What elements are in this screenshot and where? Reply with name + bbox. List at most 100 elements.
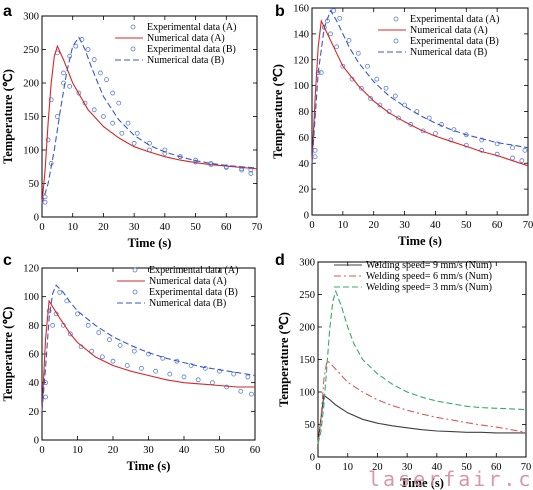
data-point xyxy=(510,155,515,161)
data-point xyxy=(365,63,370,69)
watermark-text: laserfair.com xyxy=(368,467,533,490)
x-tick-label: 0 xyxy=(39,445,44,456)
y-axis-label: Temperature (℃) xyxy=(1,307,15,402)
series-line xyxy=(311,18,529,167)
x-tick-label: 30 xyxy=(402,462,413,473)
data-point xyxy=(45,137,51,143)
y-axis-label: Temperature (℃) xyxy=(271,64,285,159)
data-point xyxy=(312,154,318,160)
legend-label: Numerical data (B) xyxy=(147,55,224,66)
x-tick-label: 20 xyxy=(368,220,379,231)
data-point xyxy=(193,157,198,163)
data-point xyxy=(91,57,97,62)
data-point xyxy=(209,380,215,386)
data-point xyxy=(358,85,364,91)
series-line xyxy=(317,289,527,445)
x-tick-label: 70 xyxy=(521,462,532,473)
x-tick-label: 50 xyxy=(214,445,225,456)
data-point xyxy=(451,127,457,133)
data-point xyxy=(43,394,48,400)
series-line xyxy=(317,359,527,445)
data-point xyxy=(146,351,151,357)
data-point xyxy=(346,37,352,43)
panel-d: 0 10 20 30 40 50 60 70 0 50 100 150 200 250 300 Time (s… xyxy=(275,252,531,490)
y-tick-label: 300 xyxy=(23,12,39,23)
series-line xyxy=(41,299,255,412)
y-tick-label: 150 xyxy=(299,355,315,366)
panel-letter: a xyxy=(3,3,12,20)
y-tick-label: 40 xyxy=(299,159,310,170)
data-point xyxy=(239,167,245,173)
data-point xyxy=(160,355,166,361)
data-point xyxy=(89,348,95,354)
data-point xyxy=(73,43,79,49)
data-point xyxy=(134,130,140,136)
data-point xyxy=(328,31,333,37)
data-point xyxy=(162,150,168,156)
legend-label: Numerical data (B) xyxy=(149,298,226,309)
data-point xyxy=(68,331,73,337)
y-tick-label: 60 xyxy=(29,350,40,361)
legend-marker xyxy=(132,289,138,295)
y-tick-label: 0 xyxy=(34,213,39,224)
x-tick-label: 60 xyxy=(221,222,232,233)
data-point xyxy=(426,115,432,121)
data-point xyxy=(75,311,80,317)
data-point xyxy=(248,171,254,176)
x-tick-label: 50 xyxy=(461,220,472,231)
data-point xyxy=(510,145,515,151)
legend-label: Numerical data (A) xyxy=(410,25,488,36)
x-tick-label: 0 xyxy=(39,222,44,233)
y-axis-label: Temperature (℃) xyxy=(277,312,291,407)
x-axis-label: Time (s) xyxy=(128,236,172,250)
legend-label: Experimental data (A) xyxy=(147,22,236,33)
series-line xyxy=(311,9,529,164)
data-point xyxy=(42,199,48,205)
data-point xyxy=(107,337,112,343)
legend-label: Experimental data (B) xyxy=(410,36,499,47)
data-point xyxy=(519,158,525,164)
legend-label: Numerical data (A) xyxy=(149,276,227,287)
y-tick-label: 100 xyxy=(23,292,39,303)
y-axis-label: Temperature (℃) xyxy=(1,69,15,164)
data-point xyxy=(116,100,122,106)
y-tick-label: 120 xyxy=(293,55,309,66)
data-point xyxy=(522,147,528,153)
x-tick-label: 10 xyxy=(342,462,353,473)
data-point xyxy=(101,114,106,119)
panel-letter: c xyxy=(3,252,12,269)
legend-marker xyxy=(393,16,399,22)
y-tick-label: 20 xyxy=(29,407,40,418)
y-tick-label: 60 xyxy=(299,133,310,144)
x-tick-label: 50 xyxy=(461,462,472,473)
data-point xyxy=(368,96,374,101)
legend-label: Experimental data (B) xyxy=(147,44,236,55)
x-tick-label: 30 xyxy=(143,445,154,456)
x-tick-label: 20 xyxy=(98,222,109,233)
x-tick-label: 20 xyxy=(372,462,383,473)
data-point xyxy=(463,142,469,148)
x-tick-label: 10 xyxy=(72,445,83,456)
data-point xyxy=(479,137,485,143)
x-tick-label: 20 xyxy=(108,445,119,456)
data-point xyxy=(312,147,318,153)
legend-marker xyxy=(393,38,399,44)
x-tick-label: 40 xyxy=(432,462,443,473)
data-point xyxy=(224,384,230,390)
data-point xyxy=(99,354,105,360)
data-point xyxy=(50,322,56,328)
data-point xyxy=(131,140,137,146)
x-axis-label: Time (s) xyxy=(127,459,171,473)
y-tick-label: 100 xyxy=(293,81,309,92)
data-point xyxy=(321,25,327,30)
data-point xyxy=(76,90,82,96)
data-point xyxy=(331,8,337,13)
x-tick-label: 10 xyxy=(338,220,349,231)
data-point xyxy=(46,308,52,314)
data-point xyxy=(117,342,123,348)
legend-label: Welding speed= 3 mm/s (Num) xyxy=(366,282,492,293)
x-tick-label: 50 xyxy=(190,222,201,233)
legend-label: Experimental data (B) xyxy=(149,287,238,298)
legend-label: Numerical data (A) xyxy=(147,33,225,44)
